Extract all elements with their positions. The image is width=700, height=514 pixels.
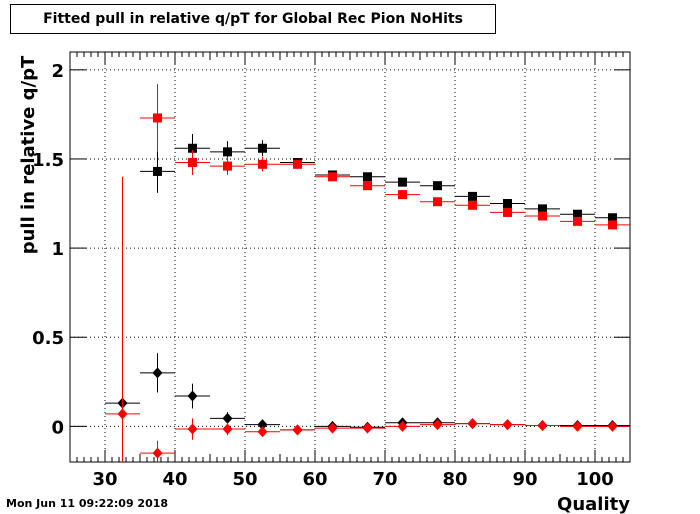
data-point-square	[503, 199, 512, 209]
data-point-square	[398, 177, 407, 187]
y-tick-label: 1.5	[32, 150, 64, 171]
timestamp: Mon Jun 11 09:22:09 2018	[6, 497, 169, 510]
x-tick-label: 40	[162, 469, 187, 490]
x-axis-label: Quality	[557, 494, 630, 514]
data-point-square	[258, 159, 267, 169]
data-point-square	[433, 197, 442, 207]
data-point-diamond	[572, 420, 583, 432]
axis-ticks: 30 40 50 60 70 80 90 100 0 0.5 1 1.5 2	[32, 52, 630, 490]
data-point-diamond	[292, 424, 303, 436]
data-point-square	[153, 166, 162, 176]
data-point-diamond	[187, 390, 198, 402]
data-point-square	[188, 158, 197, 168]
chart-title: Fitted pull in relative q/pT for Global …	[43, 11, 463, 27]
data-point-diamond	[152, 447, 163, 459]
series-0	[140, 134, 630, 223]
data-point-diamond	[222, 412, 233, 424]
x-tick-label: 90	[512, 469, 537, 490]
data-point-diamond	[152, 367, 163, 379]
data-point-square	[503, 207, 512, 217]
data-point-diamond	[432, 419, 443, 431]
data-point-diamond	[187, 423, 198, 435]
data-point-square	[468, 191, 477, 201]
data-point-diamond	[117, 408, 128, 420]
data-point-diamond	[257, 426, 268, 438]
x-tick-label: 80	[442, 469, 467, 490]
data-point-diamond	[467, 418, 478, 430]
y-tick-label: 1	[51, 239, 64, 260]
x-tick-label: 100	[576, 469, 614, 490]
data-point-square	[433, 181, 442, 191]
data-point-square	[258, 143, 267, 153]
series-3	[105, 176, 630, 462]
data-point-diamond	[502, 419, 513, 431]
series-1	[140, 84, 630, 230]
data-point-square	[363, 181, 372, 191]
x-tick-label: 70	[372, 469, 397, 490]
data-point-square	[398, 190, 407, 200]
data-point-square	[538, 204, 547, 214]
data-point-diamond	[327, 422, 338, 434]
data-point-square	[573, 216, 582, 226]
data-point-square	[188, 143, 197, 153]
data-point-square	[153, 113, 162, 123]
data-point-diamond	[222, 423, 233, 435]
data-point-square	[538, 211, 547, 221]
data-point-square	[608, 220, 617, 230]
data-point-square	[468, 200, 477, 210]
data-point-square	[608, 213, 617, 223]
y-tick-label: 0	[51, 417, 64, 438]
x-tick-label: 60	[302, 469, 327, 490]
data-point-diamond	[397, 420, 408, 432]
x-tick-label: 50	[232, 469, 257, 490]
data-point-square	[293, 159, 302, 169]
data-point-square	[573, 209, 582, 219]
data-point-square	[328, 172, 337, 182]
chart-title-box: Fitted pull in relative q/pT for Global …	[10, 4, 496, 34]
data-point-diamond	[607, 420, 618, 432]
data-point-diamond	[537, 419, 548, 431]
y-tick-label: 0.5	[32, 328, 64, 349]
data-point-diamond	[257, 419, 268, 431]
y-tick-label: 2	[51, 61, 64, 82]
y-axis-label: pull in relative q/pT	[18, 55, 39, 254]
data-point-square	[363, 172, 372, 182]
data-points	[105, 84, 630, 462]
data-point-square	[223, 147, 232, 157]
x-tick-label: 30	[92, 469, 117, 490]
data-point-square	[223, 161, 232, 171]
data-point-diamond	[362, 422, 373, 434]
